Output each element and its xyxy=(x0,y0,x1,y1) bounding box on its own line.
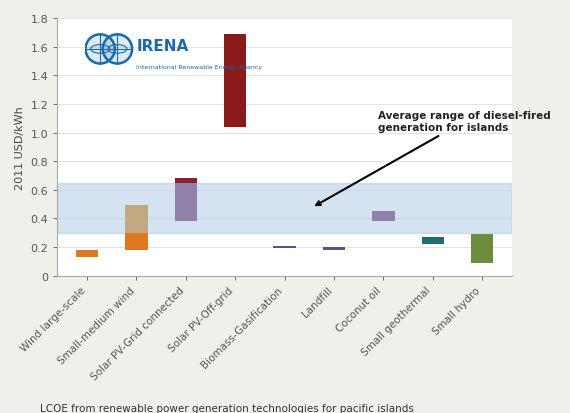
Bar xyxy=(274,246,296,249)
Y-axis label: 2011 USD/kWh: 2011 USD/kWh xyxy=(15,106,25,189)
Bar xyxy=(174,183,197,222)
Bar xyxy=(125,233,148,250)
Bar xyxy=(174,179,197,183)
Bar xyxy=(422,237,444,244)
Bar xyxy=(224,35,246,128)
Bar xyxy=(471,235,494,263)
Text: LCOE from renewable power generation technologies for pacific islands: LCOE from renewable power generation tec… xyxy=(40,403,414,413)
Text: Average range of diesel-fired
generation for islands: Average range of diesel-fired generation… xyxy=(316,111,551,206)
Bar xyxy=(76,250,98,257)
Bar xyxy=(372,212,394,222)
Bar xyxy=(58,183,512,233)
Bar xyxy=(125,206,148,233)
Bar xyxy=(323,247,345,250)
